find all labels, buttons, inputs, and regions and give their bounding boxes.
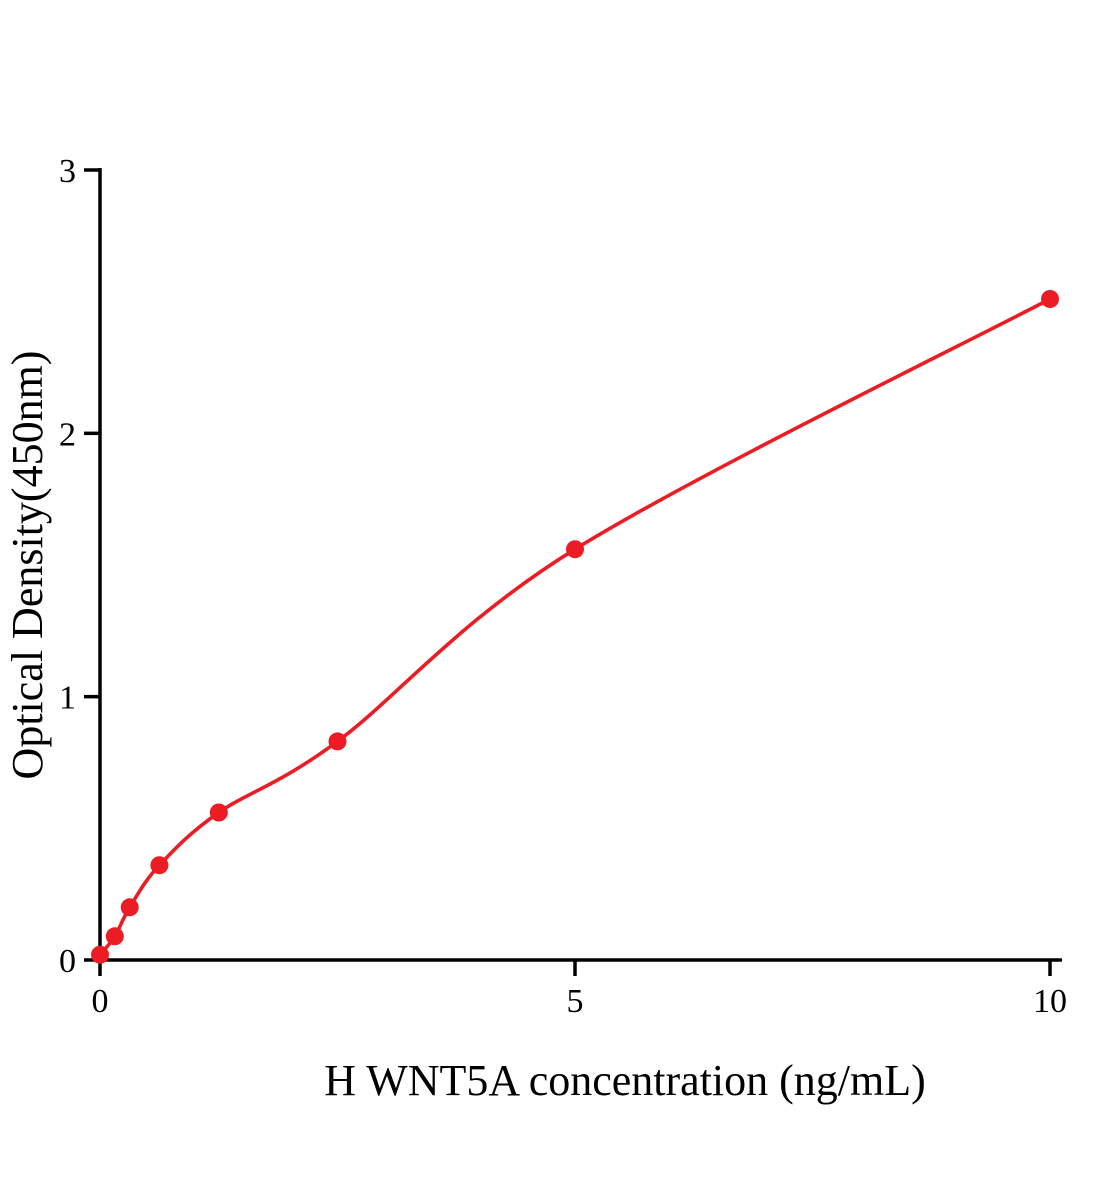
x-tick-label: 0 bbox=[92, 983, 109, 1020]
data-point bbox=[566, 540, 584, 559]
data-point bbox=[105, 927, 124, 946]
y-tick-label: 2 bbox=[59, 416, 76, 453]
y-tick-label: 3 bbox=[59, 153, 76, 190]
standard-curve-path bbox=[98, 297, 1052, 957]
data-point bbox=[91, 945, 109, 964]
y-tick-label: 0 bbox=[59, 943, 76, 980]
y-axis-ticks: 0 1 2 3 bbox=[59, 153, 100, 980]
fitted-curve bbox=[98, 297, 1052, 957]
x-tick-label: 10 bbox=[1033, 983, 1067, 1020]
data-points bbox=[91, 290, 1059, 964]
y-axis-label: Optical Density(450nm) bbox=[3, 351, 52, 780]
x-axis-label: H WNT5A concentration (ng/mL) bbox=[324, 1056, 926, 1105]
data-point bbox=[209, 803, 228, 822]
y-tick-label: 1 bbox=[59, 680, 76, 717]
data-point bbox=[120, 898, 139, 917]
data-point bbox=[150, 856, 169, 875]
data-point bbox=[328, 732, 347, 751]
x-tick-label: 5 bbox=[567, 983, 584, 1020]
x-axis-ticks: 0 5 10 bbox=[92, 960, 1067, 1020]
data-point bbox=[1041, 290, 1059, 308]
